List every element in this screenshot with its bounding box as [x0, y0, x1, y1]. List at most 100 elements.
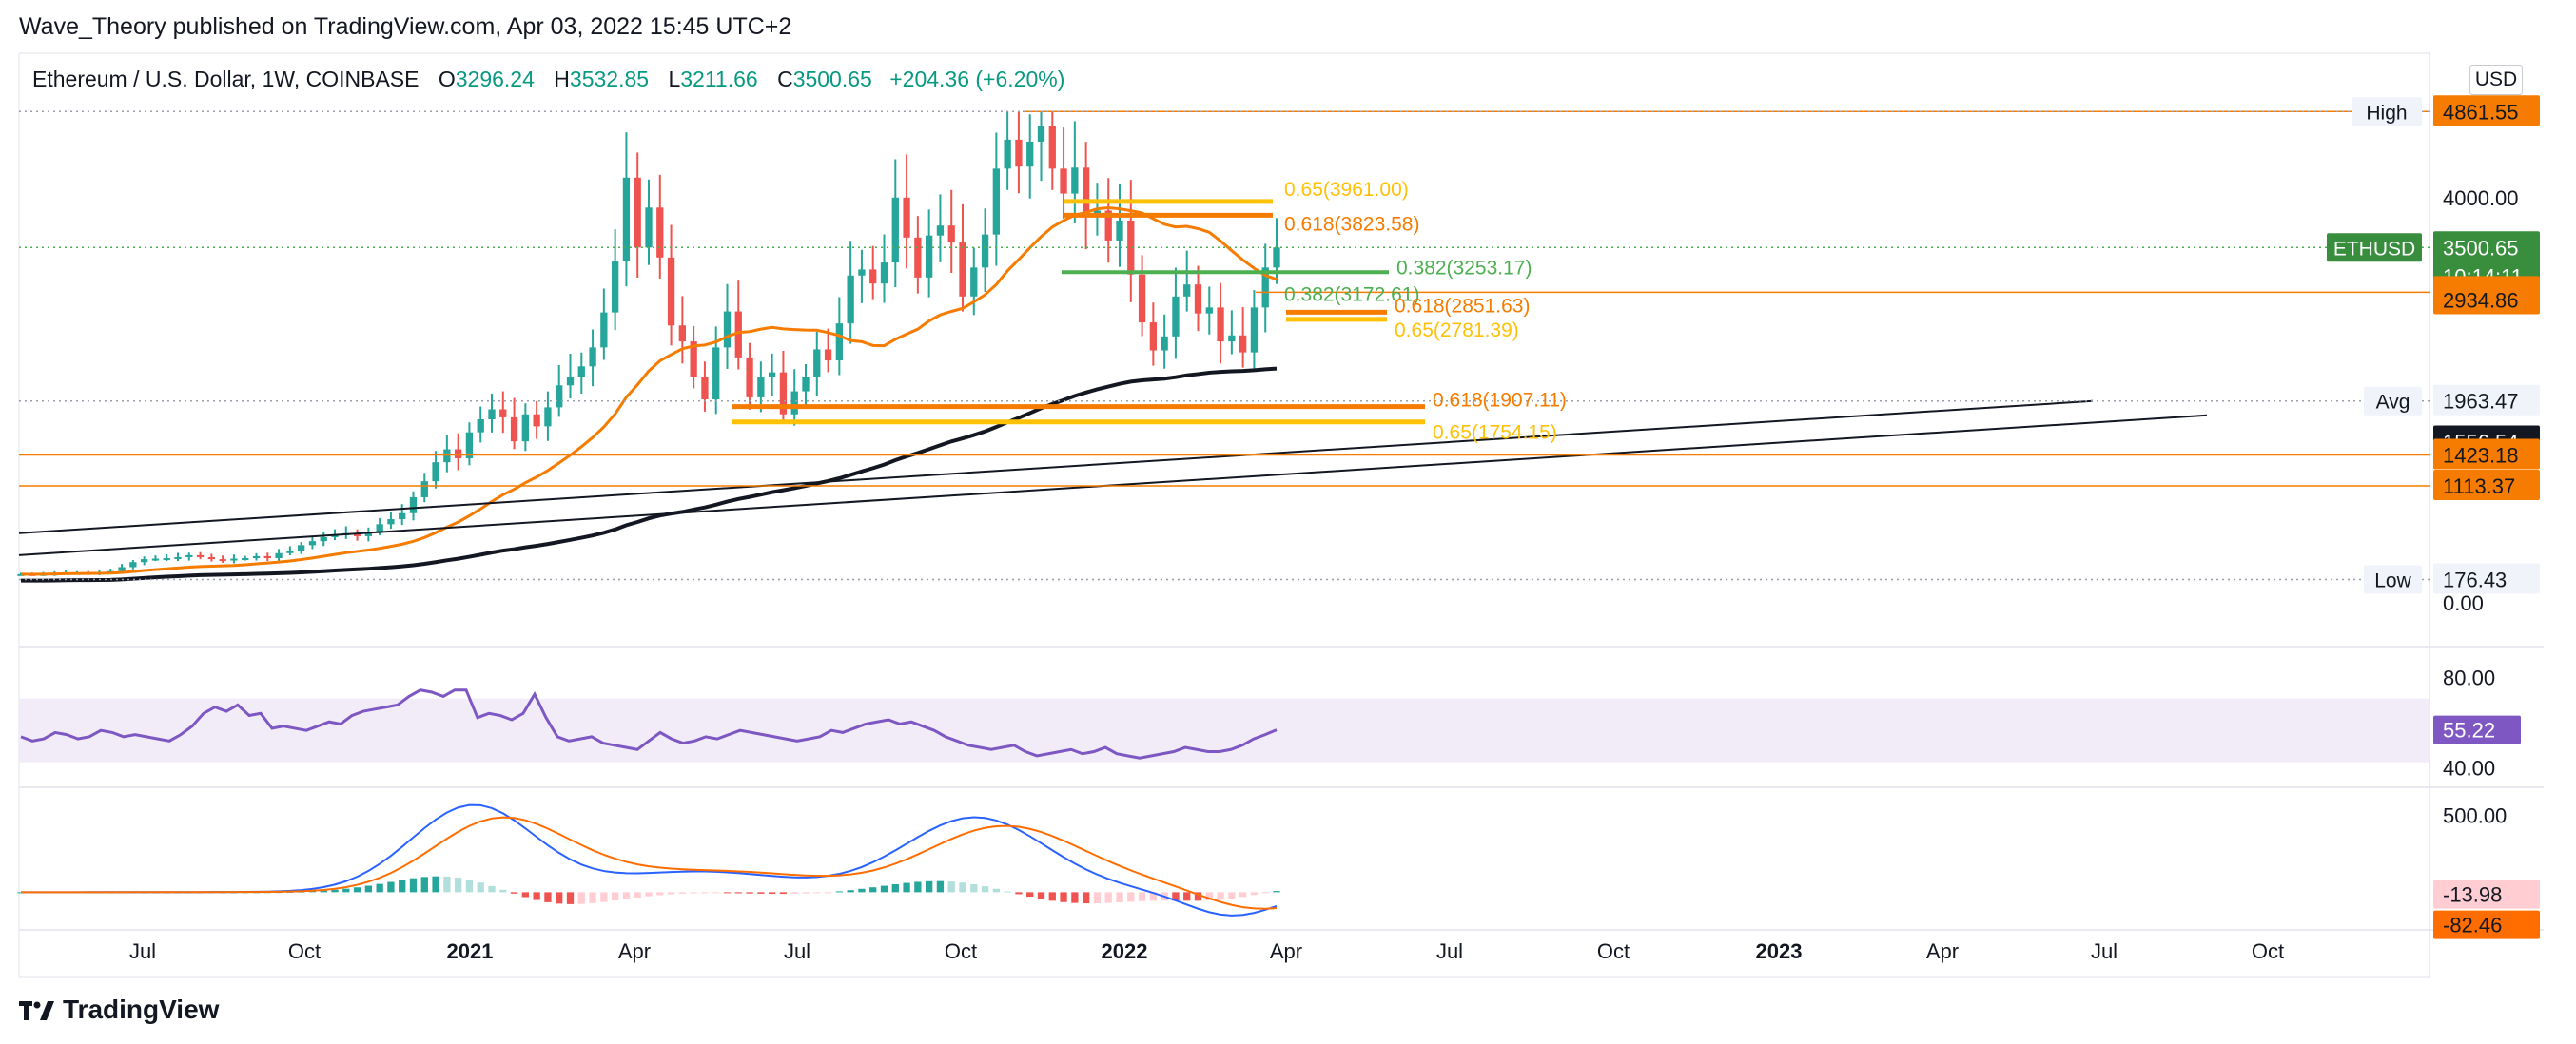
macd-histogram-bar [533, 892, 540, 900]
candle-body [589, 347, 596, 367]
fib-label: 0.65(1754.15) [1433, 422, 1557, 444]
macd-histogram-bar [409, 878, 418, 893]
macd-histogram-bar [712, 892, 720, 894]
symbol-legend: Ethereum / U.S. Dollar, 1W, COINBASE O32… [32, 67, 1064, 92]
y-tick-label: 0.00 [2443, 591, 2484, 615]
candle-body [488, 409, 496, 420]
price-badge-value: 1963.47 [2443, 390, 2519, 414]
candle-body [420, 481, 428, 497]
candle-body [308, 541, 317, 546]
candle-body [869, 269, 877, 284]
price-badge-bg [2433, 95, 2540, 126]
tradingview-brand: TradingView [63, 995, 220, 1024]
macd-histogram-bar [813, 892, 821, 894]
price-badge-value: 2934.86 [2443, 288, 2519, 312]
candle-body [1138, 274, 1146, 323]
macd-histogram-bar [1138, 892, 1146, 901]
macd-histogram-bar [1217, 892, 1224, 900]
candle-body [454, 449, 462, 458]
candle-body [779, 372, 788, 415]
macd-histogram-bar [1104, 892, 1112, 903]
tradingview-logo[interactable]: TradingView [19, 995, 219, 1025]
candle-body [734, 311, 742, 358]
candle-body [533, 414, 540, 427]
candle-body [1004, 139, 1011, 169]
candle-body [656, 207, 664, 258]
badge-label: High [2366, 102, 2407, 124]
candle-body [118, 567, 126, 571]
candle-body [936, 225, 945, 236]
candle-body [1104, 210, 1112, 241]
x-tick-label: 2023 [1756, 939, 1803, 963]
fib-label: 0.382(3172.61) [1284, 284, 1419, 306]
ma-200-line [20, 366, 1278, 583]
candle-body [556, 385, 563, 408]
candle-body [477, 419, 484, 433]
currency-button[interactable]: USD [2469, 65, 2523, 95]
rsi-pane: 80.00 40.00 55.22 [19, 666, 2521, 781]
macd-signal-value: -82.46 [2443, 914, 2502, 938]
x-tick-label: Oct [288, 939, 321, 963]
macd-histogram-bar [1149, 892, 1158, 901]
candle-body [163, 558, 170, 561]
macd-histogram-bar [1082, 892, 1090, 904]
candle-body [1048, 126, 1056, 169]
price-badge-bg [2433, 384, 2540, 416]
candle-body [1161, 336, 1168, 351]
candle-body [1116, 220, 1123, 241]
candle-body [185, 554, 193, 557]
macd-histogram-bar [432, 876, 439, 893]
x-tick-label: Jul [784, 939, 810, 963]
price-badge-value: 176.43 [2443, 568, 2507, 591]
macd-histogram-bar [1273, 891, 1280, 893]
candle-body [914, 237, 922, 278]
candle-body [970, 267, 978, 297]
macd-histogram-bar [678, 892, 687, 894]
macd-histogram-bar [1172, 892, 1180, 901]
candle-body [275, 552, 283, 559]
macd-histogram-bar [611, 892, 619, 901]
candle-body [712, 347, 720, 399]
symbol-name[interactable]: Ethereum / U.S. Dollar, 1W, COINBASE [32, 67, 420, 91]
main-pane: 0.65(3961.00) 0.618(3823.58) 0.382(3253.17… [17, 110, 2430, 583]
candle-body [768, 372, 776, 377]
candle-body [802, 377, 810, 392]
macd-histogram-bar [1205, 892, 1213, 901]
macd-histogram-bar [757, 892, 765, 894]
candle-body [847, 275, 854, 324]
y-tick-label: 4000.00 [2443, 186, 2519, 210]
macd-histogram-bar [746, 892, 753, 894]
candle-body [992, 168, 1001, 235]
badge-label-bg [2364, 565, 2422, 594]
macd-histogram-bar [835, 891, 844, 893]
candle-body [746, 357, 753, 397]
macd-histogram-bar [387, 881, 395, 893]
macd-pane: 500.00 -13.98 -82.46 [17, 803, 2540, 939]
macd-histogram-bar [577, 892, 585, 904]
candle-body [600, 312, 608, 348]
macd-histogram-bar [443, 876, 451, 893]
candle-body [947, 225, 955, 243]
macd-histogram-bar [364, 885, 373, 893]
badge-label: Avg [2376, 392, 2410, 414]
candle-body [364, 532, 373, 536]
ma-fast-line [20, 205, 1278, 576]
candle-body [207, 556, 216, 560]
candle-body [566, 377, 575, 386]
fib-label: 0.382(3253.17) [1396, 257, 1532, 279]
macd-histogram-bar [1250, 892, 1259, 896]
fib-label: 0.618(1907.11) [1433, 390, 1567, 412]
candle-body [757, 377, 765, 397]
macd-histogram-bar [17, 892, 25, 894]
candle-body [387, 519, 395, 525]
badge-label-bg [2327, 233, 2422, 262]
badge-label-bg [2352, 97, 2422, 126]
rsi-line [20, 688, 1278, 760]
badge-label: ETHUSD [2333, 238, 2415, 260]
macd-histogram-bar [981, 886, 989, 893]
candle-body [286, 551, 294, 553]
trendline-upper [18, 399, 2094, 534]
macd-histogram-bar [790, 892, 798, 894]
high-value: 3532.85 [569, 67, 650, 91]
